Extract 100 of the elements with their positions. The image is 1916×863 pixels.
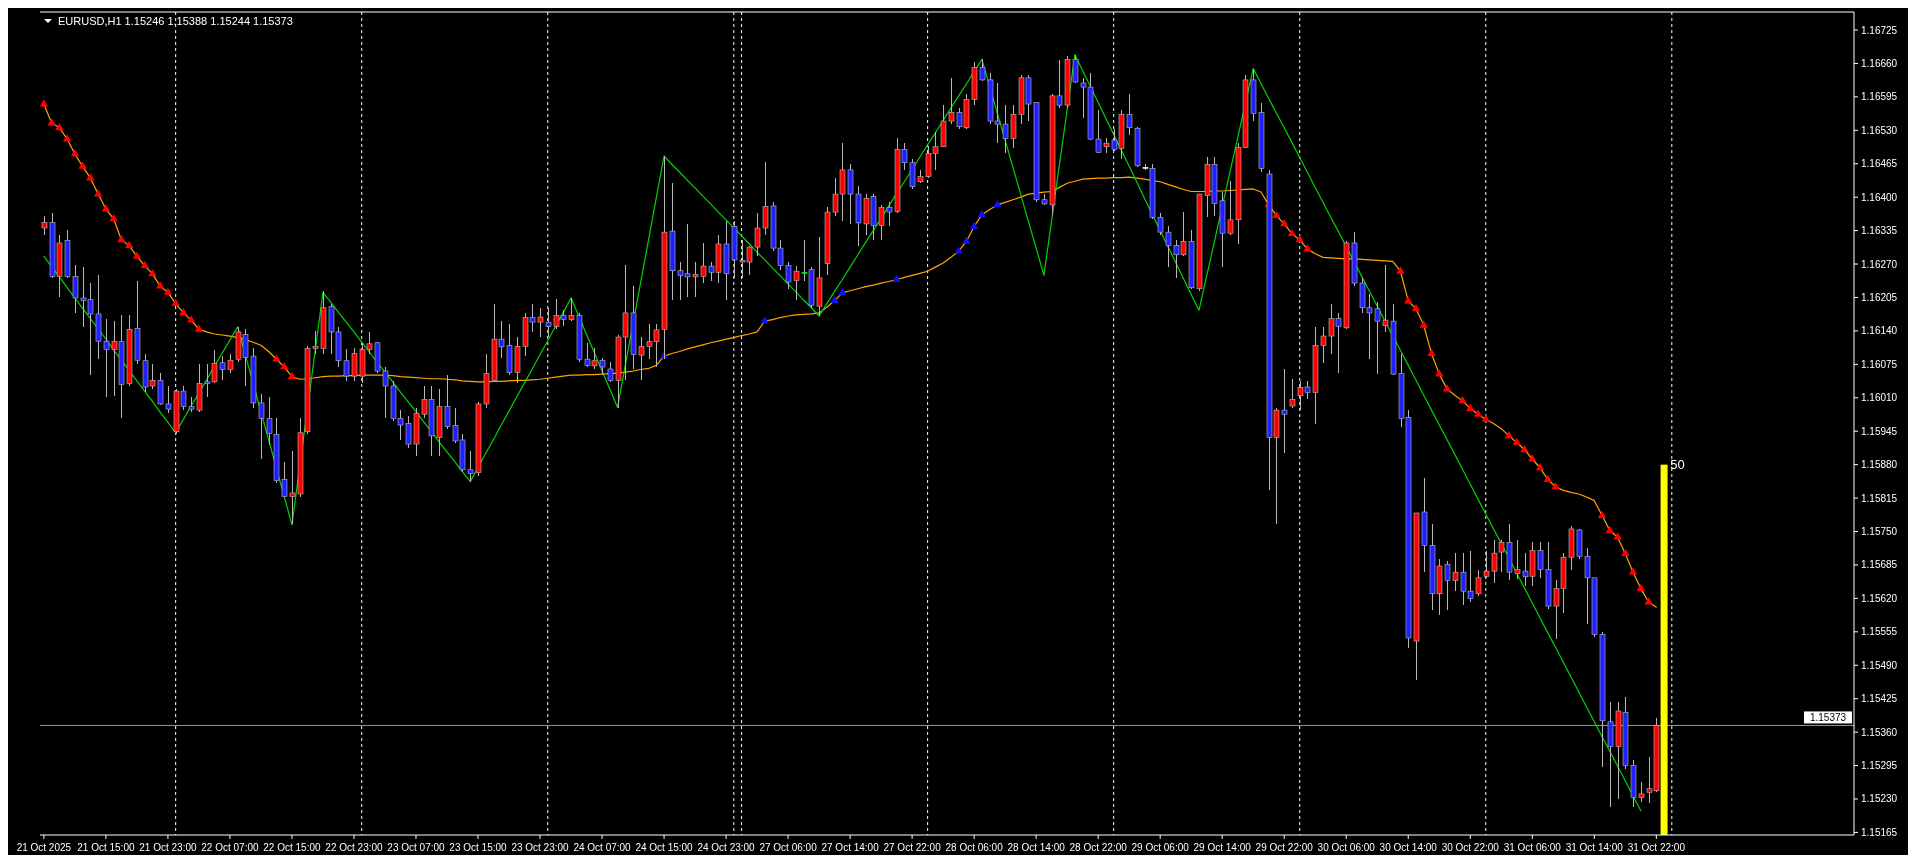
- point: [86, 173, 95, 181]
- x-tick-label: 24 Oct 07:00: [573, 841, 632, 853]
- point: [1605, 525, 1614, 533]
- point: [892, 274, 901, 282]
- point: [830, 295, 839, 303]
- point: [969, 221, 979, 229]
- x-tick-label: 29 Oct 14:00: [1193, 841, 1252, 853]
- point: [1427, 348, 1436, 356]
- x-tick-label: 23 Oct 15:00: [449, 841, 508, 853]
- x-tick-label: 21 Oct 2025: [16, 841, 72, 853]
- point: [47, 118, 56, 126]
- point: [179, 308, 188, 316]
- point: [132, 251, 142, 259]
- point: [1535, 462, 1545, 471]
- point: [993, 200, 1002, 208]
- x-tick-label: 21 Oct 23:00: [139, 841, 197, 853]
- point: [1551, 481, 1560, 490]
- x-tick-label: 23 Oct 07:00: [387, 841, 446, 853]
- y-tick-label: 1.15685: [1861, 559, 1898, 571]
- y-tick-label: 1.16270: [1861, 258, 1898, 270]
- x-tick-label: 29 Oct 22:00: [1255, 841, 1314, 853]
- point: [1272, 210, 1281, 219]
- y-tick-label: 1.15880: [1861, 459, 1898, 471]
- point: [1458, 396, 1467, 404]
- point: [1512, 437, 1521, 445]
- point: [954, 246, 963, 254]
- point: [1636, 583, 1645, 592]
- point: [1280, 219, 1289, 227]
- point: [1597, 510, 1607, 518]
- point: [1466, 403, 1475, 411]
- y-tick-label: 1.16465: [1861, 158, 1898, 170]
- point: [124, 240, 134, 248]
- y-tick-label: 1.15360: [1861, 726, 1898, 738]
- point: [838, 288, 847, 296]
- point: [1504, 431, 1514, 439]
- point: [1287, 228, 1297, 237]
- point: [1481, 414, 1490, 422]
- y-tick-label: 1.16205: [1861, 291, 1898, 303]
- point: [1411, 303, 1421, 312]
- point: [1628, 567, 1638, 575]
- point: [148, 269, 157, 277]
- point: [109, 213, 118, 222]
- y-tick-label: 1.15815: [1861, 492, 1898, 504]
- point: [101, 204, 111, 212]
- x-tick-label: 31 Oct 06:00: [1503, 841, 1562, 853]
- y-tick-label: 1.15295: [1861, 760, 1898, 772]
- y-tick-label: 1.15945: [1861, 425, 1898, 437]
- point: [280, 362, 289, 370]
- y-tick-label: 1.16660: [1861, 57, 1898, 69]
- x-tick-label: 29 Oct 06:00: [1131, 841, 1190, 853]
- y-tick-label: 1.15425: [1861, 693, 1898, 705]
- point: [1435, 369, 1444, 377]
- point: [272, 354, 281, 362]
- x-tick-label: 27 Oct 06:00: [759, 841, 818, 853]
- x-tick-label: 22 Oct 23:00: [325, 841, 384, 853]
- x-tick-label: 31 Oct 22:00: [1627, 841, 1686, 853]
- y-tick-label: 1.16010: [1861, 392, 1898, 404]
- y-tick-label: 1.15490: [1861, 659, 1898, 671]
- point: [1396, 266, 1405, 274]
- y-tick-label: 1.15165: [1861, 826, 1898, 838]
- y-tick-label: 1.16140: [1861, 325, 1898, 337]
- y-tick-label: 1.16725: [1861, 24, 1898, 36]
- x-tick-label: 28 Oct 14:00: [1007, 841, 1066, 853]
- y-tick-label: 1.16530: [1861, 124, 1898, 136]
- y-tick-label: 1.16400: [1861, 191, 1898, 203]
- point: [287, 371, 297, 380]
- x-tick-label: 27 Oct 14:00: [821, 841, 880, 853]
- y-tick-label: 1.15230: [1861, 793, 1898, 805]
- candlestick: [1289, 378, 1296, 409]
- point: [977, 209, 987, 218]
- point: [171, 298, 180, 307]
- annotation: 50: [1670, 457, 1685, 473]
- y-tick-label: 1.15620: [1861, 592, 1898, 604]
- y-tick-label: 1.16595: [1861, 91, 1898, 103]
- y-tick-label: 1.15555: [1861, 626, 1898, 638]
- line-series: [43, 54, 1642, 812]
- x-tick-label: 24 Oct 23:00: [697, 841, 756, 853]
- point: [1644, 597, 1653, 605]
- y-tick-label: 1.15750: [1861, 526, 1898, 538]
- x-tick-label: 23 Oct 23:00: [511, 841, 570, 853]
- y-tick-label: 1.16075: [1861, 358, 1898, 370]
- x-tick-label: 27 Oct 22:00: [883, 841, 942, 853]
- point: [1621, 548, 1630, 557]
- x-tick-label: 22 Oct 07:00: [201, 841, 259, 853]
- point: [117, 235, 126, 243]
- point: [140, 260, 149, 268]
- point: [194, 324, 204, 332]
- point: [1473, 409, 1483, 417]
- point: [962, 236, 971, 244]
- point: [70, 149, 80, 157]
- y-tick-label: 1.16335: [1861, 225, 1898, 237]
- point: [1520, 444, 1529, 453]
- chart-title: EURUSD,H1 1.15246 1.15388 1.15244 1.15373: [58, 15, 293, 27]
- point: [1419, 320, 1428, 328]
- x-tick-label: 22 Oct 15:00: [263, 841, 322, 853]
- x-tick-label: 30 Oct 14:00: [1379, 841, 1438, 853]
- point: [1295, 235, 1304, 243]
- x-tick-label: 30 Oct 22:00: [1441, 841, 1500, 853]
- point: [187, 315, 196, 323]
- x-tick-label: 21 Oct 15:00: [77, 841, 135, 853]
